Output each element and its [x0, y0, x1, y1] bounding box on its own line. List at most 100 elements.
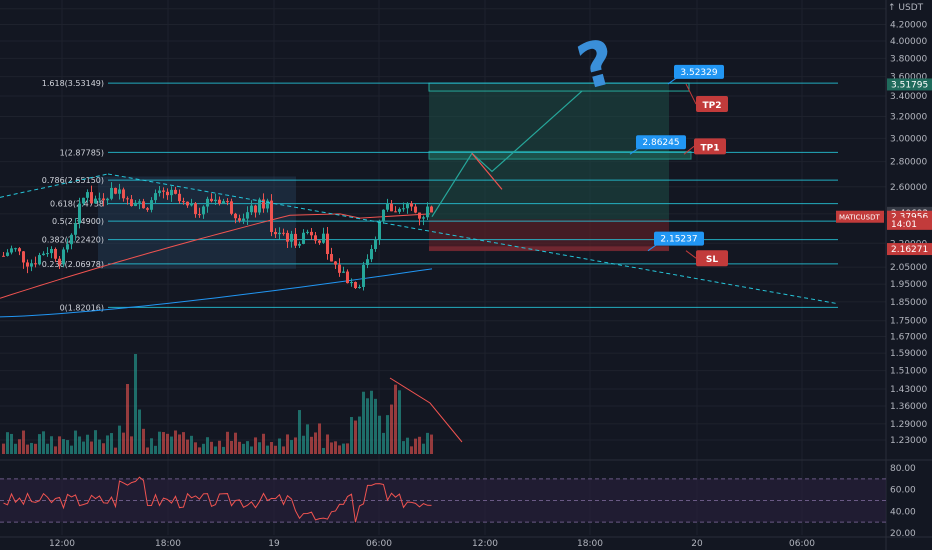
volume-bar-69 [278, 438, 281, 454]
volume-bar-92 [370, 390, 373, 454]
candle-body-70 [282, 232, 285, 234]
candle-body-69 [278, 232, 281, 235]
volume-bar-30 [122, 432, 125, 454]
candle-body-32 [130, 199, 133, 207]
candle-body-21 [86, 192, 89, 198]
volume-bar-100 [402, 441, 405, 454]
candles [2, 182, 433, 291]
annotations[interactable]: 3.517952.406922.3795614:012.16271MATICUS… [629, 64, 932, 267]
volume-bar-50 [202, 443, 205, 454]
volume-bar-79 [318, 423, 321, 454]
volume-bar-88 [354, 420, 357, 454]
volume-bar-23 [94, 430, 97, 454]
volume-bar-44 [178, 434, 181, 454]
volume-bar-78 [314, 432, 317, 454]
candle-body-89 [358, 286, 361, 289]
volume-bar-39 [158, 431, 161, 454]
candle-body-105 [422, 217, 425, 219]
price-tick-19: 1.51000 [890, 367, 927, 377]
candle-body-74 [298, 243, 301, 246]
candle-body-43 [174, 189, 177, 194]
volume-bar-2 [10, 433, 13, 454]
candle-body-72 [290, 233, 293, 242]
price-label-0: 3.51795 [891, 80, 928, 90]
candle-body-87 [350, 282, 353, 284]
callout-label-1: 2.86245 [642, 138, 679, 148]
trendline-descending [107, 173, 839, 305]
price-tick-6: 3.40000 [890, 92, 927, 102]
candle-body-77 [310, 231, 313, 236]
volume-bar-93 [374, 398, 377, 454]
candle-body-80 [322, 233, 325, 243]
fib-label-7: 0(1.82016) [60, 303, 104, 312]
volume-bar-5 [22, 430, 25, 454]
candle-body-41 [166, 191, 169, 196]
volume-bar-34 [138, 409, 141, 454]
price-tick-9: 2.80000 [890, 158, 927, 168]
candle-body-37 [150, 200, 153, 210]
volume-bar-3 [14, 443, 17, 454]
candle-body-30 [122, 189, 125, 199]
candle-body-7 [30, 263, 33, 267]
candle-body-107 [430, 206, 433, 213]
price-tick-15: 1.85000 [890, 298, 927, 308]
symbol-tag-box [836, 210, 884, 223]
candle-body-68 [274, 231, 277, 235]
price-tick-17: 1.67000 [890, 333, 927, 343]
callout-box-1 [636, 135, 686, 150]
volume-bar-83 [334, 441, 337, 454]
tag-label-2: SL [706, 255, 718, 265]
candle-body-60 [242, 218, 245, 221]
candle-body-61 [246, 212, 249, 219]
candle-body-18 [74, 223, 77, 235]
volume-bar-98 [394, 384, 397, 454]
volume-bar-15 [62, 439, 65, 454]
volume-bar-95 [382, 432, 385, 454]
candle-body-1 [6, 252, 9, 256]
volume-bar-56 [226, 431, 229, 454]
candle-body-104 [418, 212, 421, 219]
price-label-box-3 [887, 217, 932, 230]
candle-body-26 [106, 198, 109, 201]
volume-bar-49 [198, 447, 201, 454]
volume-bar-76 [306, 424, 309, 454]
candle-body-11 [46, 253, 49, 255]
candle-body-88 [354, 282, 357, 289]
volume-bar-46 [186, 439, 189, 454]
volume-bar-43 [174, 430, 177, 454]
volume-bar-21 [86, 434, 89, 454]
candle-body-83 [334, 261, 337, 265]
tp1-box [428, 150, 692, 160]
candle-body-34 [138, 201, 141, 203]
projection-pullback [471, 152, 503, 190]
candle-body-14 [58, 258, 61, 265]
time-label-5: 18:00 [577, 539, 603, 549]
candle-body-23 [94, 198, 97, 204]
candle-body-63 [254, 205, 257, 213]
price-tick-10: 2.60000 [890, 183, 927, 193]
volume-bar-82 [330, 442, 333, 454]
rsi-tick-1: 60.00 [890, 486, 916, 496]
volume-bar-65 [262, 433, 265, 454]
volume-bar-8 [34, 443, 37, 454]
tag-box-0 [696, 96, 728, 113]
candle-body-29 [118, 189, 121, 194]
volume-trend-arrow [389, 377, 463, 443]
price-label-4: 2.16271 [891, 245, 928, 255]
tag-pointer-0 [685, 83, 697, 105]
sl-box [429, 246, 669, 252]
price-label-box-0 [887, 78, 932, 91]
candle-body-20 [82, 197, 85, 204]
candle-body-47 [190, 203, 193, 206]
volume-bar-96 [386, 415, 389, 454]
candle-body-85 [342, 271, 345, 273]
volume-bar-26 [106, 435, 109, 454]
candle-body-3 [14, 248, 17, 250]
volume-bar-41 [166, 433, 169, 454]
volume-bar-62 [250, 446, 253, 454]
volume-bar-68 [274, 445, 277, 454]
fib-label-4: 0.5(2.34900) [52, 217, 104, 226]
price-tick-14: 1.95000 [890, 280, 927, 290]
candle-body-78 [314, 235, 317, 241]
